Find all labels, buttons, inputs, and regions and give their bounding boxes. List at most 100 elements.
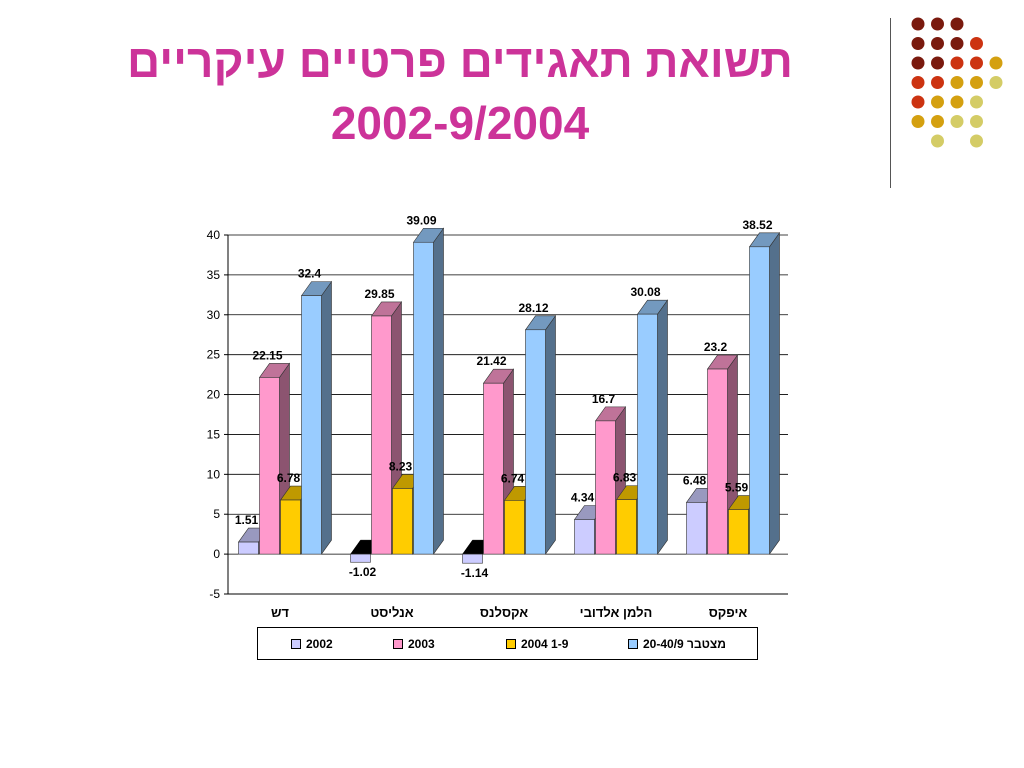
data-label: 6.83: [613, 471, 637, 485]
dot: [911, 37, 925, 50]
legend-label: 2003: [408, 636, 435, 651]
dot: [911, 17, 925, 31]
data-label: 38.52: [742, 218, 772, 232]
page-title: תשואת תאגידים פרטיים עיקריים 2002-9/2004: [60, 30, 860, 154]
bar-front: [707, 368, 728, 555]
legend-label: 2004 1-9: [521, 636, 569, 651]
dot: [950, 17, 964, 31]
dot: [970, 95, 983, 109]
bar-front: [301, 295, 322, 555]
dot: [970, 115, 983, 128]
dot: [931, 115, 944, 128]
dot: [970, 76, 983, 89]
bar-front: [749, 246, 770, 555]
bar-side: [433, 227, 444, 556]
legend-swatch: [393, 638, 403, 649]
bar-front: [371, 315, 392, 555]
legend-entry: 2004 1-9: [506, 628, 568, 659]
legend-entry: מצטבר 20-40/9: [628, 628, 726, 659]
data-label: 6.78: [277, 471, 301, 485]
decorative-dots: [911, 17, 1003, 148]
data-label: 23.2: [704, 340, 728, 354]
data-label: 16.7: [592, 392, 616, 406]
bar-front: [728, 509, 749, 555]
dot: [970, 56, 983, 70]
legend-entry: 2002: [291, 628, 333, 659]
y-tick-label: 20: [207, 388, 221, 402]
data-label: 8.23: [389, 459, 413, 473]
data-label: 4.34: [571, 490, 595, 504]
bar: [524, 314, 557, 556]
dot: [931, 134, 944, 148]
bar-front: [574, 519, 595, 555]
bar-front: [259, 377, 280, 555]
dot: [970, 134, 983, 148]
dot: [911, 115, 925, 128]
dot: [950, 115, 964, 128]
bar-front: [413, 241, 434, 555]
dot: [931, 76, 944, 89]
bar-front: [392, 488, 413, 555]
dot: [911, 56, 925, 70]
x-tick-label: הלמן אלדובי: [580, 605, 653, 620]
data-label: 32.4: [298, 267, 322, 281]
dot: [911, 95, 925, 109]
data-label: 6.48: [683, 473, 707, 487]
title-line-2: 2002-9/2004: [330, 97, 590, 149]
bar-front: [616, 499, 637, 555]
y-tick-label: 40: [207, 228, 221, 242]
data-label: 1.51: [235, 513, 259, 527]
dot: [931, 56, 944, 70]
data-label: 30.08: [630, 285, 660, 299]
data-label: 21.42: [476, 354, 506, 368]
bar-side: [321, 280, 332, 556]
legend-swatch: [628, 638, 638, 649]
legend-label: מצטבר 20-40/9: [643, 636, 726, 651]
y-tick-label: 5: [213, 507, 220, 521]
x-tick-label: דש: [271, 605, 289, 620]
legend-entry: 2003: [393, 628, 435, 659]
x-tick-label: אקסלנס: [480, 605, 528, 620]
bar-front: [350, 553, 371, 563]
chart-legend: 2002 2003 2004 1-9 מצטבר 20-40/9: [257, 627, 758, 660]
y-tick-label: 0: [213, 547, 220, 561]
data-label: 29.85: [364, 287, 394, 301]
dot: [950, 95, 964, 109]
bar-front: [637, 313, 658, 555]
y-tick-label: 15: [207, 427, 221, 441]
data-label: 28.12: [518, 301, 548, 315]
dot: [931, 17, 944, 31]
bar-front: [483, 382, 504, 555]
bar-side: [769, 231, 780, 556]
y-tick-label: 25: [207, 348, 221, 362]
bar-front: [238, 541, 259, 555]
dot: [950, 37, 964, 50]
x-tick-label: אנליסט: [370, 605, 413, 620]
bar-front: [686, 502, 707, 555]
bar: [636, 299, 669, 556]
data-label: -1.14: [461, 566, 489, 580]
dot: [970, 37, 983, 50]
dot: [931, 95, 944, 109]
bar-front: [280, 499, 301, 555]
bar: [300, 280, 333, 556]
data-label: -1.02: [349, 565, 377, 579]
bar-front: [504, 500, 525, 555]
bar-front: [462, 553, 483, 564]
data-label: 5.59: [725, 481, 749, 495]
dot: [950, 76, 964, 89]
bar: [748, 231, 781, 556]
data-label: 39.09: [406, 213, 436, 227]
bar-side: [545, 314, 556, 556]
data-label: 22.15: [252, 348, 282, 362]
dot: [931, 37, 944, 50]
dot: [989, 56, 1003, 70]
title-line-1: תשואת תאגידים פרטיים עיקריים: [127, 35, 793, 87]
dot: [911, 76, 925, 89]
y-tick-label: -5: [209, 587, 220, 601]
y-tick-label: 35: [207, 268, 221, 282]
bar: [412, 227, 445, 556]
dot: [989, 76, 1003, 89]
bar-front: [525, 329, 546, 555]
